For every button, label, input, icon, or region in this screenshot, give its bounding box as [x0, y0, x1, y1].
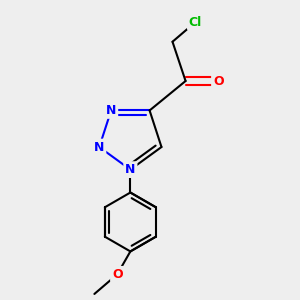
Text: O: O — [112, 268, 123, 281]
Text: N: N — [94, 140, 104, 154]
Text: Cl: Cl — [189, 16, 202, 28]
Text: N: N — [125, 163, 136, 176]
Text: N: N — [106, 104, 116, 117]
Text: O: O — [213, 74, 224, 88]
